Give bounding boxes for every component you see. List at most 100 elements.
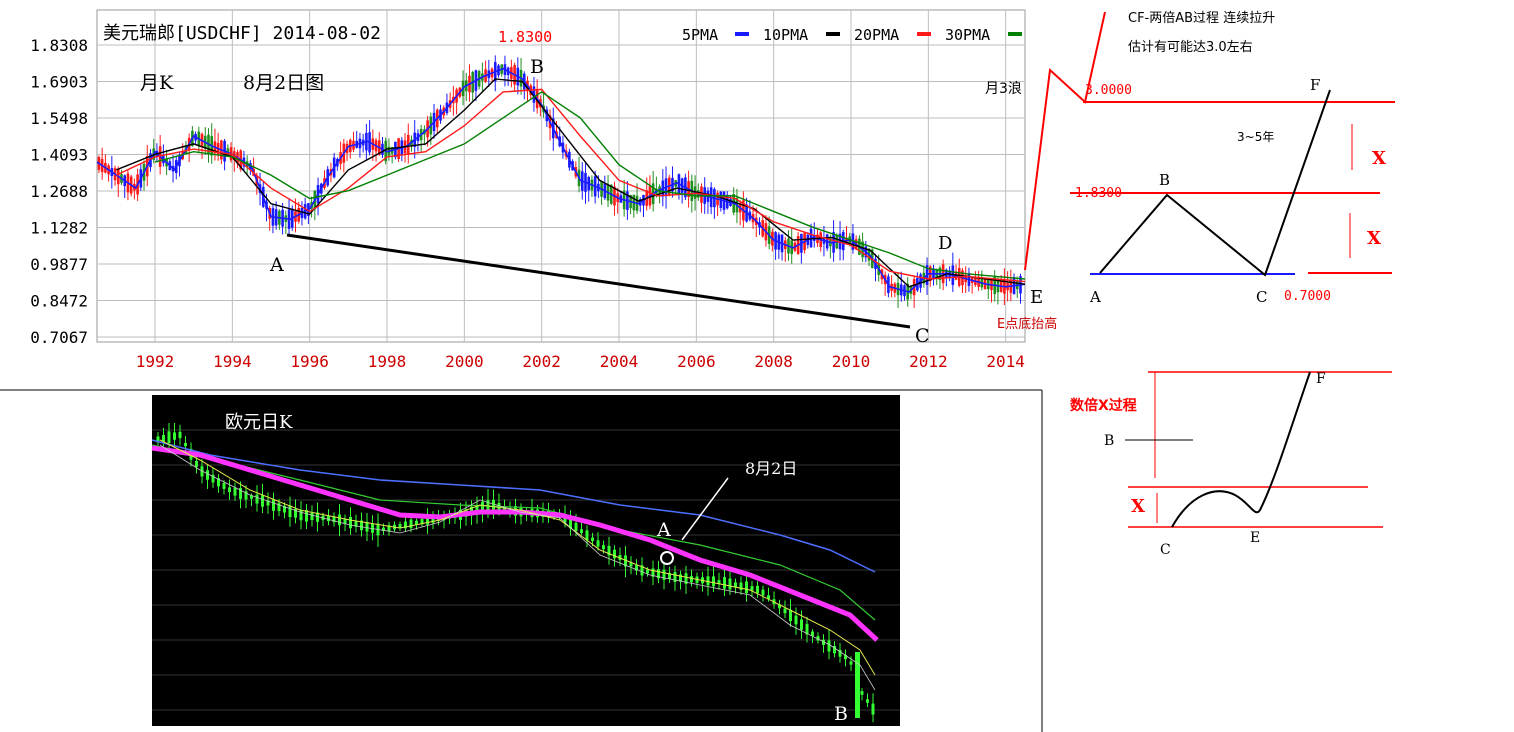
level-07-label: 0.7000 bbox=[1284, 289, 1331, 304]
wave-label: 月3浪 bbox=[985, 81, 1022, 97]
euro-candle-body bbox=[816, 636, 820, 641]
y-tick-label: 0.9877 bbox=[30, 255, 88, 274]
legend-swatch-5pma bbox=[735, 32, 749, 36]
euro-candle-body bbox=[343, 518, 347, 524]
euro-candle-body bbox=[156, 436, 160, 443]
euro-ma-mid bbox=[151, 444, 876, 621]
euro-candle-body bbox=[844, 654, 847, 660]
euro-date-note: 8月2日 bbox=[745, 459, 797, 478]
y-tick-label: 1.2688 bbox=[30, 182, 88, 201]
x-axis-ticks: 1992 1994 1996 1998 2000 2002 2004 2006 2008 2010… bbox=[136, 352, 1025, 371]
euro-candle-body bbox=[745, 581, 748, 594]
series-line-10pma bbox=[116, 78, 1026, 288]
euro-point-a-label: A bbox=[656, 519, 671, 541]
euro-candle-body bbox=[756, 585, 759, 594]
euro-candle-body bbox=[277, 503, 281, 512]
euro-daily-chart: 欧元日K 8月2日 A B bbox=[151, 395, 900, 726]
euro-candle-body bbox=[607, 545, 611, 556]
euro-candle-body bbox=[849, 661, 853, 665]
level-3-label: 3.0000 bbox=[1085, 83, 1132, 98]
diagram-point-f: F bbox=[1310, 76, 1320, 94]
euro-candle-body bbox=[866, 699, 869, 703]
euro-candle-body bbox=[635, 565, 638, 571]
point-c-label: C bbox=[915, 325, 930, 347]
x-tick-label: 1996 bbox=[290, 352, 329, 371]
diagram-title-line2: 估计有可能达3.0左右 bbox=[1128, 40, 1253, 55]
diagram-point-b: B bbox=[1159, 171, 1170, 189]
euro-candle-body bbox=[475, 504, 479, 514]
euro-candle-body bbox=[173, 432, 176, 440]
euro-candle-body bbox=[860, 691, 864, 695]
euro-candle-body bbox=[481, 501, 484, 514]
euro-candle-body bbox=[233, 487, 237, 496]
euro-candle-body bbox=[184, 443, 187, 447]
euro-candle-body bbox=[596, 540, 600, 547]
legend-swatch-10pma bbox=[826, 32, 840, 36]
y-tick-label: 0.8472 bbox=[30, 292, 88, 311]
projection-line-e-f bbox=[1024, 11, 1106, 271]
euro-candle-body bbox=[673, 572, 677, 582]
euro-candle-body bbox=[822, 639, 825, 646]
euro-candle-body bbox=[657, 569, 660, 579]
bottom-point-c: C bbox=[1160, 542, 1171, 558]
euro-candle-body bbox=[288, 505, 292, 518]
x-tick-label: 1994 bbox=[213, 352, 252, 371]
diagram-title-line1: CF-两倍AB过程 连续拉升 bbox=[1128, 10, 1275, 26]
euro-candle-body bbox=[354, 521, 358, 527]
euro-candle-body bbox=[272, 499, 275, 511]
euro-candle-body bbox=[569, 517, 572, 529]
legend-label-20pma: 20PMA bbox=[854, 26, 899, 44]
level-183-label: 1.8300 bbox=[1075, 186, 1122, 201]
euro-candle-body bbox=[217, 478, 220, 487]
euro-candle-body bbox=[420, 518, 424, 525]
x-tick-label: 2008 bbox=[754, 352, 793, 371]
euro-candle-body bbox=[651, 568, 655, 577]
point-d-label: D bbox=[938, 233, 952, 254]
euro-candle-body bbox=[211, 474, 215, 483]
euro-candle-body bbox=[327, 516, 330, 522]
y-tick-label: 1.1282 bbox=[30, 219, 88, 238]
date-label: 8月2日图 bbox=[243, 72, 324, 94]
euro-chart-background bbox=[152, 395, 900, 726]
euro-candle-body bbox=[255, 494, 259, 504]
euro-candle-body bbox=[580, 529, 583, 533]
euro-candle-body bbox=[778, 604, 781, 609]
x-tick-label: 2002 bbox=[522, 352, 561, 371]
euro-candle-body bbox=[316, 512, 319, 522]
euro-candle-body bbox=[783, 608, 787, 614]
euro-candle-body bbox=[662, 569, 666, 580]
euro-candle-body bbox=[283, 505, 286, 513]
x-tick-label: 2010 bbox=[832, 352, 871, 371]
euro-candle-body bbox=[250, 495, 253, 499]
euro-candle-body bbox=[827, 640, 831, 652]
diagram-path-abcf bbox=[1099, 89, 1331, 277]
bottom-point-e: E bbox=[1250, 530, 1260, 546]
euro-candle-body bbox=[365, 521, 369, 532]
euro-candle-body bbox=[167, 431, 171, 444]
euro-ma-shortest bbox=[159, 444, 876, 691]
y-tick-label: 1.8308 bbox=[30, 36, 88, 55]
euro-candle-body bbox=[360, 520, 363, 531]
diagram-point-c: C bbox=[1256, 288, 1267, 306]
x-tick-label: 2012 bbox=[909, 352, 948, 371]
euro-candle-body bbox=[855, 652, 860, 718]
x-tick-label: 2000 bbox=[445, 352, 484, 371]
euro-candle-body bbox=[431, 516, 435, 523]
euro-candle-body bbox=[387, 525, 391, 532]
euro-candle-body bbox=[338, 514, 341, 526]
euro-candle-body bbox=[728, 578, 732, 590]
euro-chart-title: 欧元日K bbox=[225, 412, 293, 433]
euro-candle-body bbox=[767, 595, 770, 599]
legend-swatch-30pma bbox=[1008, 32, 1022, 36]
chart-plot-area bbox=[96, 9, 1026, 343]
euro-candle-body bbox=[629, 562, 633, 567]
euro-candle-body bbox=[646, 569, 649, 574]
y-axis-ticks: 1.8308 1.6903 1.5498 1.4093 1.2688 1.1282 0.98… bbox=[30, 36, 88, 347]
series-line-30pma bbox=[154, 91, 1026, 280]
x-tick-label: 2004 bbox=[600, 352, 639, 371]
point-e-label: E bbox=[1030, 287, 1043, 308]
period-label: 月K bbox=[140, 72, 174, 94]
series-line-20pma bbox=[116, 88, 1026, 283]
euro-point-a-marker bbox=[660, 551, 674, 565]
